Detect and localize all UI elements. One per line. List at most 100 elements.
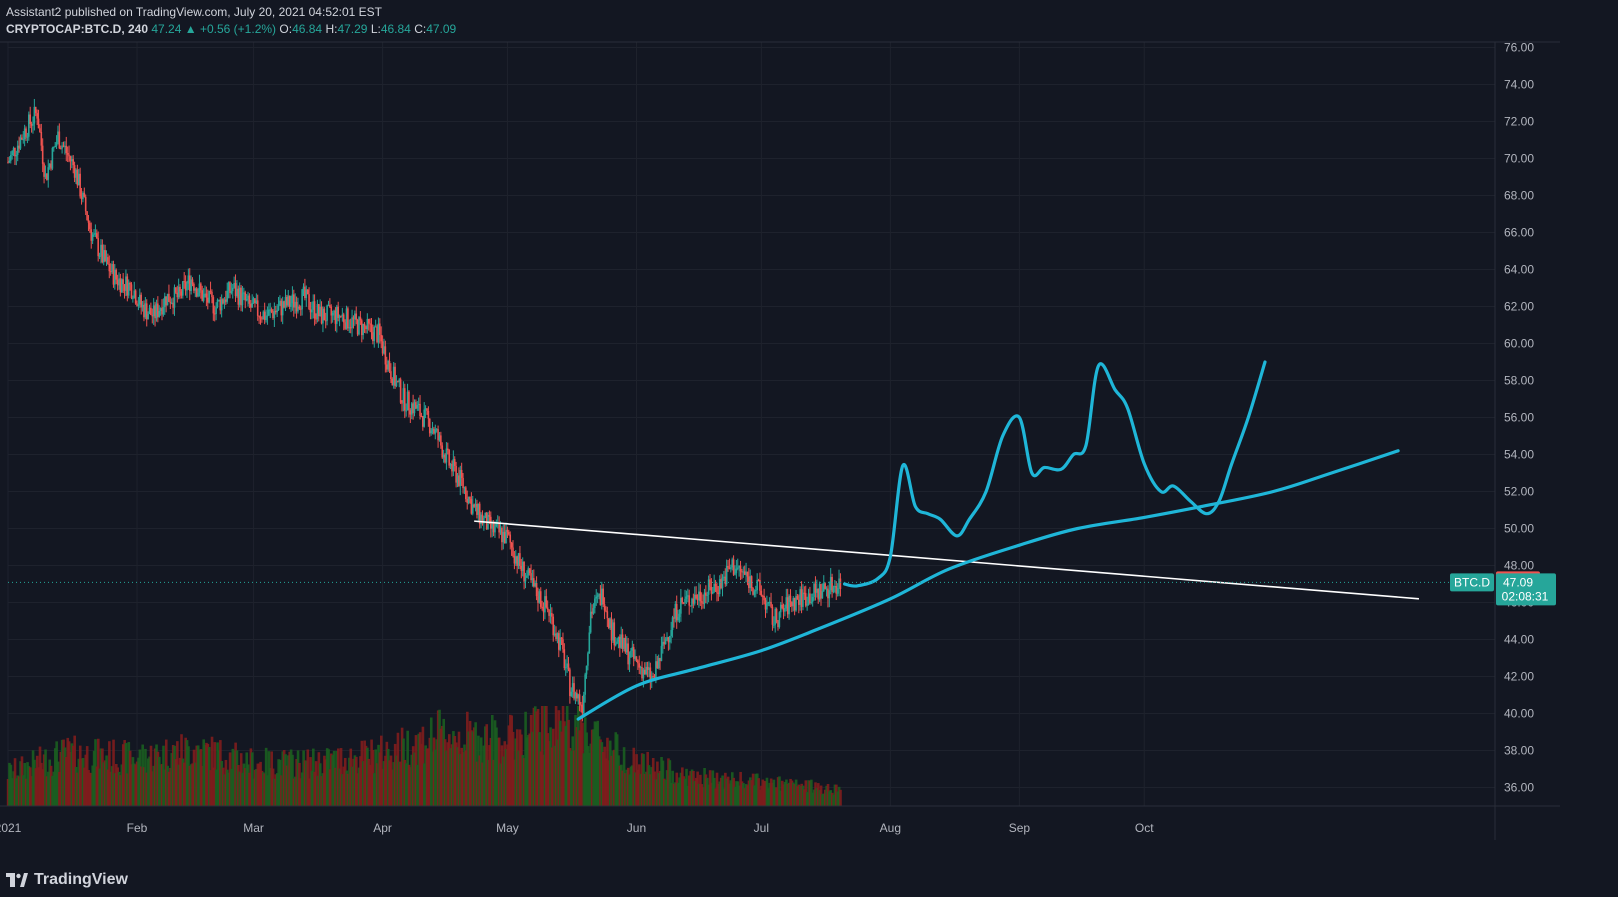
candle-body (177, 286, 180, 298)
candle-body (46, 173, 48, 180)
candle-body (671, 617, 674, 631)
candle-body (290, 303, 292, 307)
volume-bar (758, 789, 762, 806)
candle-body (714, 583, 717, 587)
volume-bar (656, 761, 659, 806)
volume-bar (549, 727, 552, 806)
candle-body (528, 568, 531, 574)
candle-body (810, 601, 813, 603)
time-tick-label: Apr (373, 821, 392, 835)
volume-bar (439, 728, 443, 806)
candle-body (613, 622, 616, 646)
candle-body (581, 704, 584, 714)
volume-bar (428, 737, 432, 806)
axes: 76.00 74.00 72.00 70.00 68.00 66.00 64.00 62.00… (0, 41, 1560, 840)
candle-body (784, 608, 786, 612)
ohlc-legend[interactable]: CRYPTOCAP:BTC.D, 240 47.24 ▲ +0.56 (+1.2… (6, 22, 456, 36)
candle-body (838, 578, 840, 588)
price-tick-label: 66.00 (1504, 226, 1534, 240)
volume-bar (431, 751, 434, 806)
candle-body (71, 159, 73, 162)
volume-bar (145, 772, 149, 806)
price-tick-label: 44.00 (1504, 633, 1534, 647)
volume-bar (611, 750, 615, 806)
volume-bar (712, 777, 716, 806)
volume-bar (48, 759, 52, 806)
candle-body (169, 301, 172, 304)
volume-bar (6, 779, 10, 806)
candle-body (283, 301, 285, 308)
volume-bar (459, 753, 462, 806)
volume-bar (595, 722, 598, 806)
volume-bar (360, 740, 364, 806)
candle-body (213, 313, 216, 315)
candle-body (398, 379, 401, 382)
symbol-name[interactable]: CRYPTOCAP:BTC.D, 240 (6, 22, 149, 36)
candle-body (268, 309, 270, 316)
candle-body (602, 588, 604, 605)
volume-bar (600, 742, 604, 806)
volume-bar (364, 745, 368, 806)
volume-bar (116, 767, 120, 806)
volume-bar (624, 773, 627, 806)
volume-bar (772, 779, 776, 806)
candle-body (582, 694, 585, 714)
volume-bar (119, 775, 122, 806)
candle-body (72, 159, 75, 166)
candle-body (200, 283, 202, 291)
volume-bar (293, 776, 297, 806)
candle-body (731, 559, 734, 568)
candle-body (377, 323, 380, 343)
volume-bar (269, 767, 272, 806)
volume-bar (331, 755, 335, 806)
volume-bar (724, 772, 727, 806)
tradingview-logo[interactable]: TradingView (6, 871, 128, 889)
candle-body (109, 271, 112, 273)
volume-bar (170, 753, 174, 806)
volume-bar (767, 788, 770, 806)
candle-body (501, 527, 503, 543)
volume-bar (16, 775, 20, 806)
volume-bar (746, 785, 749, 806)
candle-body (95, 233, 98, 239)
candle-body (474, 503, 477, 507)
volume-bar (493, 720, 497, 806)
volume-bar (77, 758, 81, 806)
volume-bar (579, 714, 583, 806)
candle-body (793, 598, 796, 611)
volume-bar (474, 722, 477, 806)
candle-body (266, 315, 269, 317)
candle-body (251, 302, 253, 308)
price-tick-label: 68.00 (1504, 189, 1534, 203)
volume-bar (162, 745, 165, 806)
candle-body (384, 346, 387, 365)
candle-body (438, 435, 441, 441)
candle-body (774, 608, 777, 625)
candle-body (741, 571, 743, 573)
volume-bar (443, 739, 447, 806)
volume-bar (687, 775, 691, 806)
volume-bar (189, 764, 193, 806)
candle-body (403, 388, 406, 411)
volume-bar (386, 748, 390, 806)
volume-bar (754, 773, 758, 806)
candle-body (509, 534, 512, 543)
drawings[interactable] (474, 360, 1420, 721)
candle-body (563, 649, 566, 669)
volume-bar (830, 792, 834, 806)
volume-bar (59, 751, 63, 806)
volume-bar (614, 732, 618, 806)
volume-bar (214, 769, 218, 806)
candle-body (112, 263, 115, 285)
candle-body (87, 220, 90, 223)
candle-body (8, 160, 11, 163)
candle-body (453, 459, 456, 466)
candle-body (59, 148, 62, 150)
candle-body (168, 293, 170, 302)
candle-body (455, 465, 457, 483)
volume-bar (336, 748, 340, 806)
volume-bar (385, 741, 389, 806)
volume-bar (10, 778, 14, 806)
candle-body (546, 607, 549, 610)
